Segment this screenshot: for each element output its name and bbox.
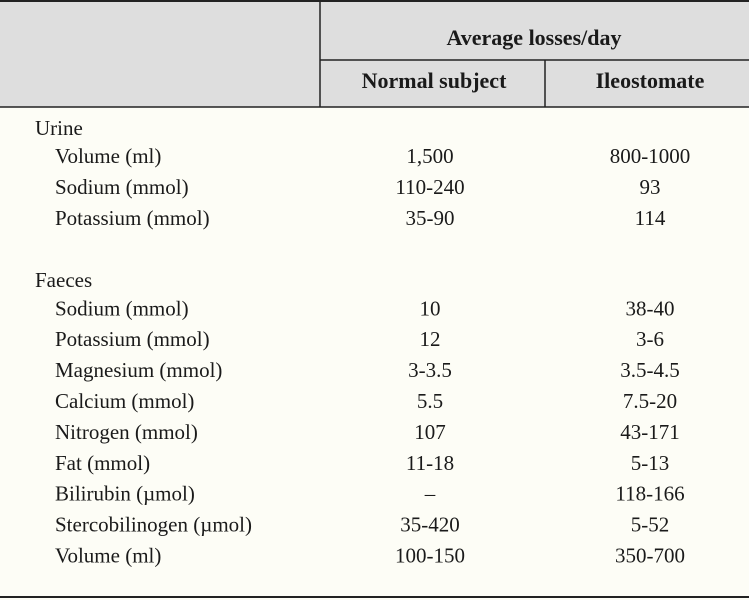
cell: 114 xyxy=(635,206,666,230)
row-label: Volume (ml) xyxy=(55,144,161,168)
cell: 7.5-20 xyxy=(623,389,677,413)
row-label: Potassium (mmol) xyxy=(55,327,210,351)
cell: 107 xyxy=(414,420,446,444)
cell: 43-171 xyxy=(620,420,680,444)
section-label: Urine xyxy=(35,116,83,140)
row-label: Magnesium (mmol) xyxy=(55,358,222,382)
cell: 3-6 xyxy=(636,327,664,351)
row-label: Sodium (mmol) xyxy=(55,296,189,320)
row-label: Bilirubin (µmol) xyxy=(55,482,195,506)
cell: 110-240 xyxy=(395,175,464,199)
row-label: Nitrogen (mmol) xyxy=(55,420,198,444)
cell: 800-1000 xyxy=(610,144,691,168)
cell: 35-420 xyxy=(400,513,460,537)
cell: 3.5-4.5 xyxy=(620,358,680,382)
cell: 1,500 xyxy=(406,144,453,168)
cell: 100-150 xyxy=(395,543,465,567)
row-label: Calcium (mmol) xyxy=(55,389,194,413)
row-label: Fat (mmol) xyxy=(55,451,150,475)
cell: 5.5 xyxy=(417,389,443,413)
cell: 10 xyxy=(420,296,441,320)
cell: 35-90 xyxy=(406,206,455,230)
cell: 38-40 xyxy=(626,296,675,320)
row-label: Volume (ml) xyxy=(55,543,161,567)
cell: 93 xyxy=(640,175,661,199)
row-label: Stercobilinogen (µmol) xyxy=(55,513,252,537)
cell: 11-18 xyxy=(406,451,454,475)
column-header: Normal subject xyxy=(362,68,507,93)
cell: 5-52 xyxy=(631,513,670,537)
cell: – xyxy=(424,482,436,506)
cell: 118-166 xyxy=(615,482,684,506)
header-title: Average losses/day xyxy=(447,25,622,50)
row-label: Potassium (mmol) xyxy=(55,206,210,230)
cell: 350-700 xyxy=(615,543,685,567)
cell: 12 xyxy=(420,327,441,351)
column-header: Ileostomate xyxy=(596,68,705,93)
cell: 5-13 xyxy=(631,451,670,475)
cell: 3-3.5 xyxy=(408,358,452,382)
header-background xyxy=(0,0,749,107)
row-label: Sodium (mmol) xyxy=(55,175,189,199)
section-label: Faeces xyxy=(35,268,92,292)
